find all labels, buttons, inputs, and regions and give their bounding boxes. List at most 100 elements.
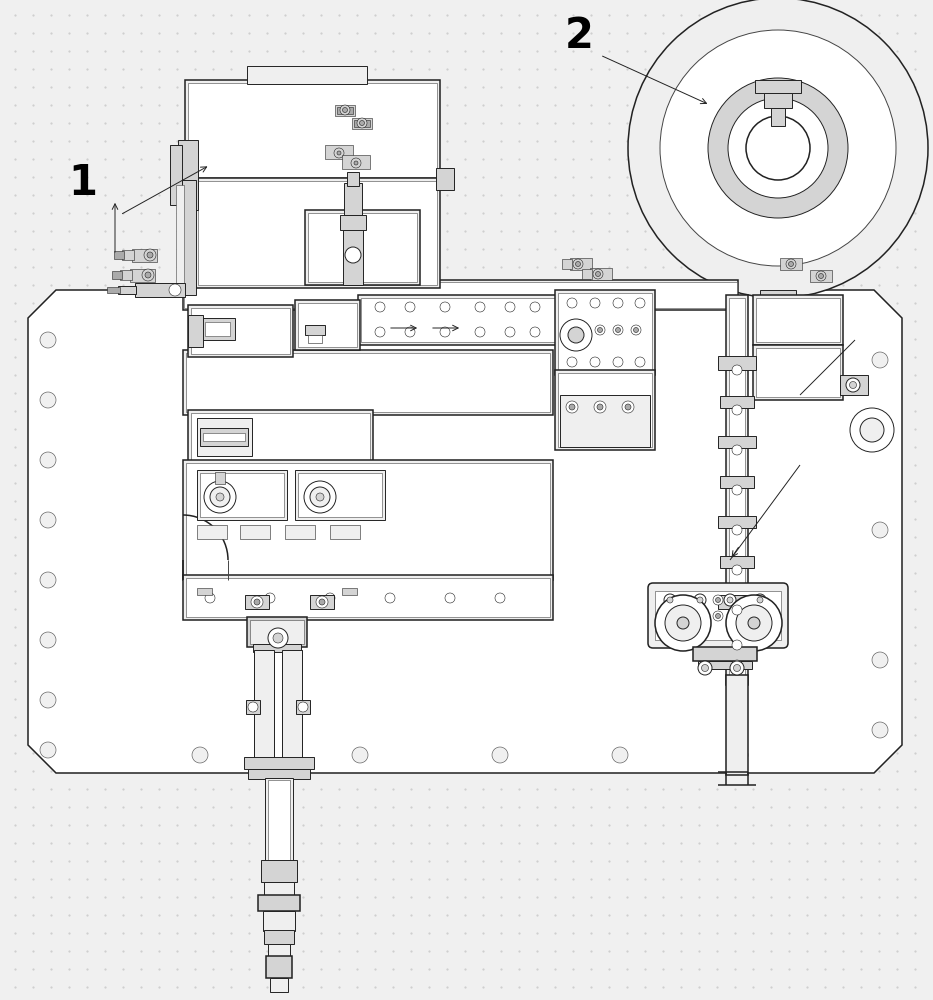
Circle shape [635, 298, 645, 308]
Circle shape [872, 722, 888, 738]
Bar [590, 268, 612, 280]
Circle shape [665, 605, 701, 641]
Bar [268, 780, 290, 861]
Circle shape [595, 325, 605, 335]
Circle shape [757, 597, 763, 603]
Bar [755, 80, 801, 93]
Bar [718, 436, 756, 448]
Bar [342, 588, 357, 595]
Circle shape [713, 595, 723, 605]
Bar [760, 290, 796, 308]
Circle shape [597, 404, 603, 410]
Circle shape [697, 597, 703, 603]
Circle shape [352, 747, 368, 763]
Circle shape [754, 594, 766, 606]
Circle shape [144, 249, 156, 261]
Circle shape [736, 605, 772, 641]
Circle shape [560, 319, 592, 351]
Circle shape [726, 595, 782, 651]
Bar [720, 396, 754, 408]
Bar [765, 308, 791, 358]
Bar [248, 769, 310, 779]
Bar [182, 180, 196, 295]
Circle shape [628, 0, 928, 298]
Circle shape [568, 327, 584, 343]
Circle shape [495, 593, 505, 603]
Circle shape [590, 357, 600, 367]
Bar [720, 476, 754, 488]
Bar [753, 345, 843, 400]
Circle shape [732, 605, 742, 615]
Bar [298, 473, 382, 517]
Bar [305, 325, 325, 335]
Circle shape [597, 328, 603, 332]
Circle shape [265, 593, 275, 603]
Bar [186, 463, 550, 577]
Circle shape [732, 485, 742, 495]
Circle shape [248, 702, 258, 712]
Circle shape [716, 597, 720, 602]
Circle shape [576, 261, 580, 266]
Bar [188, 305, 293, 357]
Circle shape [142, 269, 154, 281]
Circle shape [337, 151, 341, 155]
Bar [245, 595, 269, 609]
Circle shape [612, 747, 628, 763]
Bar [197, 525, 227, 539]
Bar [570, 258, 592, 270]
Circle shape [375, 302, 385, 312]
Bar [183, 460, 553, 580]
Bar [188, 315, 203, 347]
Circle shape [816, 271, 826, 281]
Circle shape [567, 357, 577, 367]
Circle shape [594, 401, 606, 413]
Circle shape [732, 365, 742, 375]
Circle shape [530, 327, 540, 337]
Circle shape [748, 617, 760, 629]
Bar [305, 210, 420, 285]
Bar [265, 778, 293, 863]
Bar [203, 433, 245, 441]
Bar [197, 418, 252, 456]
Bar [118, 286, 136, 294]
Bar [200, 473, 284, 517]
Bar [295, 300, 360, 350]
Bar [183, 350, 553, 415]
Bar [183, 575, 553, 620]
Bar [555, 370, 655, 450]
Circle shape [445, 593, 455, 603]
Bar [756, 348, 840, 397]
Bar [246, 700, 260, 714]
Bar [771, 108, 785, 126]
Circle shape [147, 252, 153, 258]
Bar [188, 410, 373, 465]
Circle shape [319, 599, 325, 605]
Circle shape [716, 613, 720, 618]
Bar [780, 258, 802, 270]
Bar [205, 322, 230, 336]
Circle shape [304, 481, 336, 513]
Circle shape [746, 116, 810, 180]
Bar [268, 944, 290, 956]
Circle shape [345, 247, 361, 263]
Bar [354, 120, 370, 127]
Bar [184, 282, 737, 308]
Circle shape [567, 298, 577, 308]
Circle shape [40, 742, 56, 758]
Bar [810, 270, 832, 282]
Bar [200, 318, 235, 340]
Bar [186, 578, 550, 617]
Circle shape [634, 328, 638, 332]
Bar [191, 308, 290, 354]
Bar [758, 355, 798, 371]
Bar [310, 595, 334, 609]
Circle shape [405, 327, 415, 337]
Circle shape [40, 332, 56, 348]
Circle shape [475, 327, 485, 337]
Circle shape [273, 633, 283, 643]
Circle shape [593, 269, 603, 279]
Circle shape [405, 302, 415, 312]
Bar [185, 80, 440, 180]
Circle shape [846, 378, 860, 392]
Circle shape [730, 661, 744, 675]
